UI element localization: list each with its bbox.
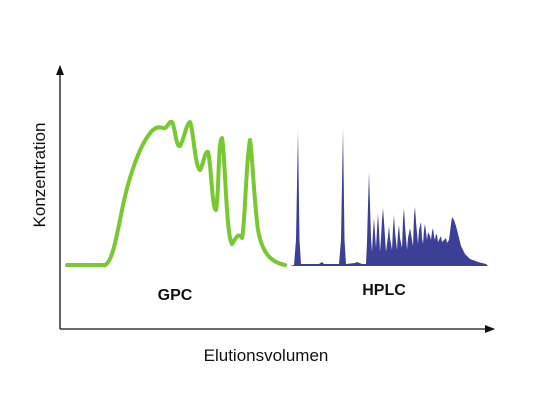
- gpc-label: GPC: [158, 287, 193, 304]
- hplc-label: HPLC: [362, 282, 406, 299]
- gpc-curve: [65, 119, 287, 267]
- hplc-peaks: [290, 128, 488, 266]
- y-axis-label: Konzentration: [30, 123, 49, 228]
- x-axis-label: Elutionsvolumen: [204, 346, 329, 365]
